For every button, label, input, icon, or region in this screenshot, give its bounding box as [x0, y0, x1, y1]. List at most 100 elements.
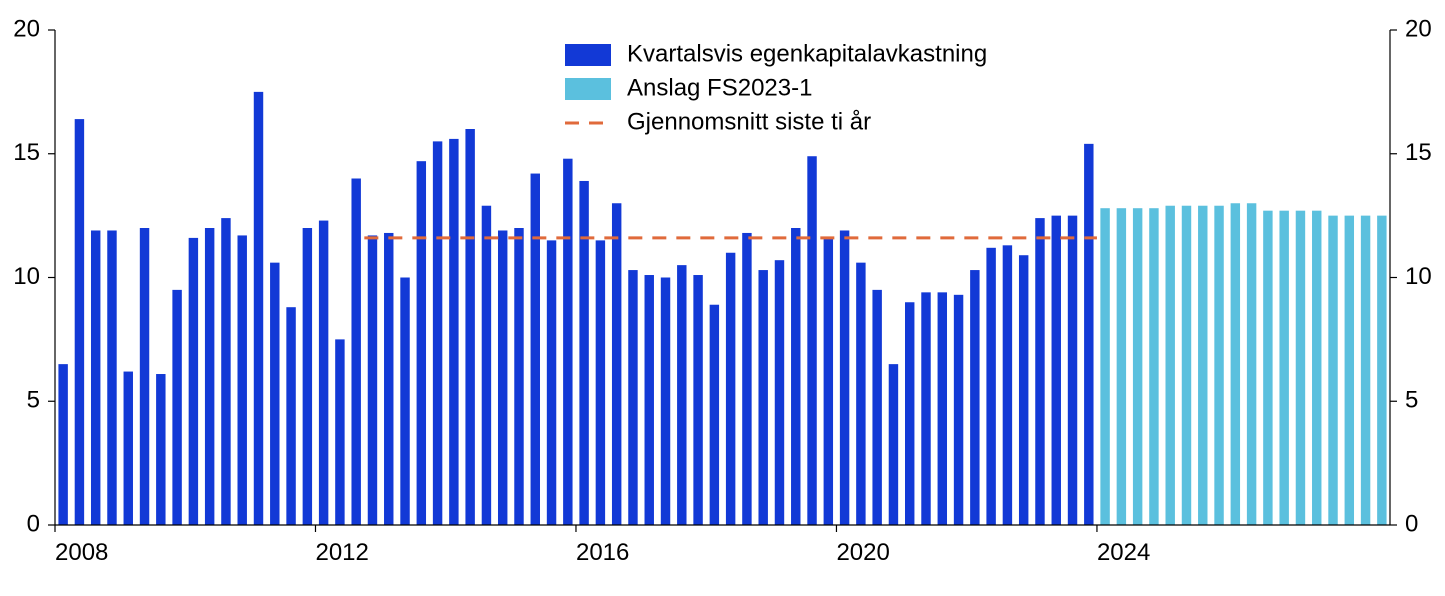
- bar-historical: [628, 270, 637, 525]
- bar-historical: [1052, 216, 1061, 525]
- bar-forecast: [1247, 203, 1256, 525]
- bar-historical: [1068, 216, 1077, 525]
- legend-label: Gjennomsnitt siste ti år: [627, 108, 871, 135]
- ytick-label-left: 10: [13, 263, 40, 290]
- bar-forecast: [1279, 211, 1288, 525]
- bar-historical: [661, 278, 670, 526]
- bar-historical: [693, 275, 702, 525]
- bar-historical: [824, 238, 833, 525]
- bar-historical: [221, 218, 230, 525]
- bar-historical: [319, 221, 328, 525]
- bar-historical: [921, 292, 930, 525]
- bar-forecast: [1231, 203, 1240, 525]
- bar-historical: [563, 159, 572, 525]
- bar-historical: [889, 364, 898, 525]
- bar-historical: [286, 307, 295, 525]
- bar-historical: [514, 228, 523, 525]
- bar-historical: [596, 240, 605, 525]
- chart-svg: 005510101515202020082012201620202024Kvar…: [0, 0, 1445, 596]
- bar-historical: [140, 228, 149, 525]
- bar-historical: [124, 372, 133, 525]
- legend-swatch: [565, 78, 611, 100]
- bar-historical: [351, 179, 360, 526]
- bar-historical: [465, 129, 474, 525]
- bar-historical: [645, 275, 654, 525]
- bar-historical: [579, 181, 588, 525]
- bar-forecast: [1361, 216, 1370, 525]
- bar-historical: [205, 228, 214, 525]
- bar-forecast: [1214, 206, 1223, 525]
- bar-historical: [986, 248, 995, 525]
- ytick-label-left: 15: [13, 139, 40, 166]
- ytick-label-left: 20: [13, 15, 40, 42]
- bar-historical: [172, 290, 181, 525]
- xtick-label: 2012: [315, 539, 368, 566]
- bar-historical: [368, 235, 377, 525]
- bar-historical: [677, 265, 686, 525]
- bar-forecast: [1100, 208, 1109, 525]
- bar-forecast: [1312, 211, 1321, 525]
- bar-historical: [417, 161, 426, 525]
- ytick-label-left: 0: [27, 510, 40, 537]
- bar-historical: [905, 302, 914, 525]
- bar-historical: [758, 270, 767, 525]
- bar-historical: [482, 206, 491, 525]
- ytick-label-right: 20: [1405, 15, 1432, 42]
- bar-historical: [58, 364, 67, 525]
- xtick-label: 2016: [576, 539, 629, 566]
- xtick-label: 2024: [1097, 539, 1150, 566]
- ytick-label-left: 5: [27, 387, 40, 414]
- legend-label: Kvartalsvis egenkapitalavkastning: [627, 40, 987, 67]
- bar-historical: [1035, 218, 1044, 525]
- bar-historical: [91, 230, 100, 525]
- bar-historical: [807, 156, 816, 525]
- bar-historical: [970, 270, 979, 525]
- bar-historical: [710, 305, 719, 525]
- bar-historical: [856, 263, 865, 525]
- bar-historical: [270, 263, 279, 525]
- bar-historical: [303, 228, 312, 525]
- legend-label: Anslag FS2023-1: [627, 74, 812, 101]
- bar-historical: [433, 141, 442, 525]
- ytick-label-right: 5: [1405, 387, 1418, 414]
- bar-historical: [791, 228, 800, 525]
- bar-historical: [449, 139, 458, 525]
- xtick-label: 2020: [836, 539, 889, 566]
- bar-historical: [1084, 144, 1093, 525]
- xtick-label: 2008: [55, 539, 108, 566]
- bar-historical: [742, 233, 751, 525]
- bar-forecast: [1328, 216, 1337, 525]
- legend-swatch: [565, 44, 611, 66]
- bar-historical: [726, 253, 735, 525]
- bar-forecast: [1377, 216, 1386, 525]
- bar-forecast: [1263, 211, 1272, 525]
- bar-historical: [75, 119, 84, 525]
- ytick-label-right: 10: [1405, 263, 1432, 290]
- bar-forecast: [1296, 211, 1305, 525]
- bar-historical: [840, 230, 849, 525]
- bar-forecast: [1198, 206, 1207, 525]
- bar-historical: [189, 238, 198, 525]
- bar-historical: [107, 230, 116, 525]
- bar-historical: [1019, 255, 1028, 525]
- bar-historical: [1003, 245, 1012, 525]
- bar-historical: [335, 339, 344, 525]
- bar-historical: [384, 233, 393, 525]
- bar-historical: [156, 374, 165, 525]
- bar-forecast: [1133, 208, 1142, 525]
- bar-forecast: [1182, 206, 1191, 525]
- ytick-label-right: 0: [1405, 510, 1418, 537]
- equity-return-chart: 005510101515202020082012201620202024Kvar…: [0, 0, 1445, 596]
- bar-historical: [775, 260, 784, 525]
- bar-historical: [938, 292, 947, 525]
- bar-forecast: [1149, 208, 1158, 525]
- bar-historical: [238, 235, 247, 525]
- bar-historical: [954, 295, 963, 525]
- bar-forecast: [1345, 216, 1354, 525]
- bar-historical: [254, 92, 263, 525]
- bar-historical: [872, 290, 881, 525]
- bar-historical: [531, 174, 540, 525]
- bar-historical: [547, 240, 556, 525]
- bar-historical: [400, 278, 409, 526]
- bar-historical: [612, 203, 621, 525]
